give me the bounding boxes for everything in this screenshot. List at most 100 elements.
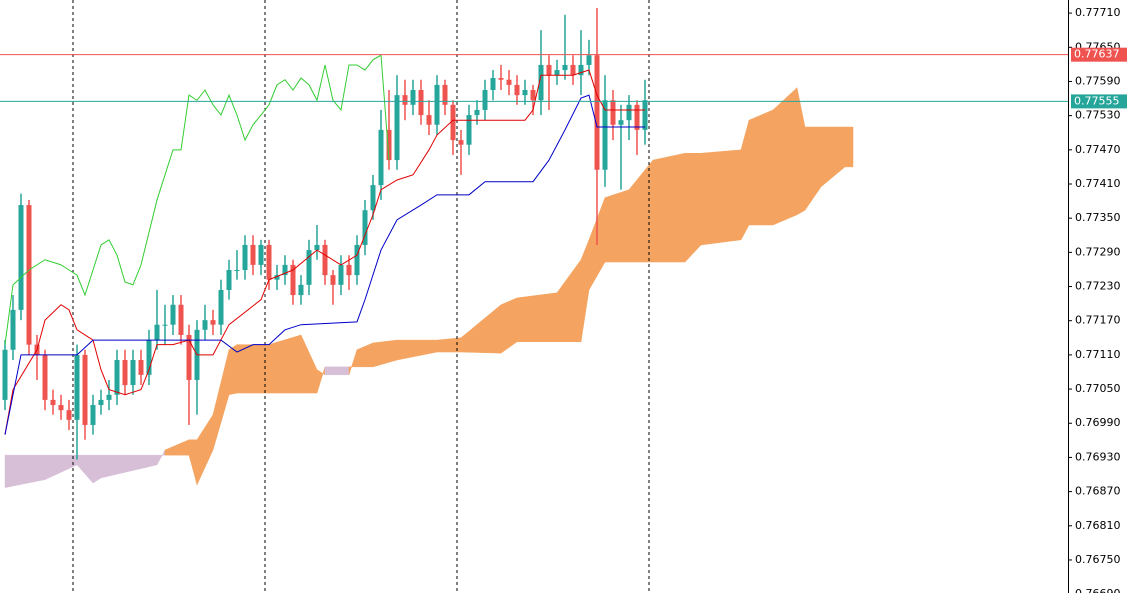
y-tick-label: 0.77170	[1075, 314, 1121, 327]
price-label: 0.77637	[1074, 48, 1120, 61]
candle-body	[634, 104, 640, 130]
candle-body	[290, 264, 296, 296]
candle-body	[642, 100, 648, 130]
cloud-segment	[324, 366, 350, 376]
cloud-segment	[76, 454, 94, 484]
candle-body	[498, 78, 504, 80]
y-tick-label: 0.77050	[1075, 382, 1121, 395]
candle-body	[234, 270, 240, 272]
y-tick-label: 0.76750	[1075, 553, 1121, 566]
cloud-segment	[348, 349, 358, 375]
price-label: 0.77555	[1074, 94, 1120, 107]
kijun-line	[4, 94, 645, 435]
candle-body	[578, 64, 584, 76]
y-tick-label: 0.76930	[1075, 450, 1121, 463]
candle-body	[618, 120, 624, 125]
cloud-segment	[188, 439, 198, 485]
cloud-segment	[796, 87, 806, 216]
candle-body	[130, 360, 136, 386]
candle-body	[210, 320, 216, 325]
candle-body	[74, 354, 80, 420]
cloud-segment	[740, 120, 750, 240]
candle-body	[146, 340, 152, 375]
candle-body	[82, 354, 88, 425]
candle-body	[570, 64, 576, 76]
candle-body	[138, 360, 144, 375]
candle-body	[122, 360, 128, 386]
candle-body	[378, 129, 384, 186]
candle-body	[458, 140, 464, 145]
cloud-segment	[100, 454, 158, 479]
candle-body	[538, 64, 544, 101]
cloud-segment	[804, 126, 822, 212]
candle-body	[626, 104, 632, 121]
candle-body	[610, 100, 616, 125]
cloud-segment	[4, 454, 46, 488]
candle-body	[50, 399, 56, 406]
candle-body	[322, 244, 328, 276]
candle-body	[394, 95, 400, 161]
candle-body	[90, 405, 96, 425]
candle-body	[114, 360, 120, 395]
cloud-segment	[700, 149, 742, 246]
candle-body	[106, 394, 112, 400]
candle-body	[170, 304, 176, 325]
y-tick-label: 0.77230	[1075, 280, 1121, 293]
cloud-segment	[396, 339, 438, 361]
candle-body	[586, 55, 592, 65]
cloud-segment	[44, 454, 78, 481]
y-tick-label: 0.77590	[1075, 74, 1121, 87]
candle-body	[298, 284, 304, 296]
y-tick-label: 0.77110	[1075, 348, 1121, 361]
candle-body	[346, 264, 352, 276]
candle-body	[410, 90, 416, 105]
tenkan-line	[4, 69, 645, 435]
candle-body	[58, 405, 64, 411]
candle-body	[522, 90, 528, 96]
candle-body	[266, 244, 272, 280]
candle-body	[370, 185, 376, 211]
price-axis-bg	[1068, 0, 1128, 593]
cloud-segment	[844, 126, 854, 168]
candle-body	[546, 64, 552, 76]
cloud-segment	[156, 449, 166, 465]
cloud-segment	[268, 334, 302, 394]
cloud-segment	[748, 109, 774, 226]
candle-body	[450, 104, 456, 141]
y-tick-label: 0.77350	[1075, 211, 1121, 224]
candle-body	[602, 100, 608, 170]
cloud-segment	[460, 304, 502, 354]
cloud-segment	[516, 292, 558, 343]
candle-body	[26, 205, 32, 345]
cloud-segment	[372, 339, 398, 368]
cloud-segment	[820, 126, 846, 188]
candle-body	[442, 84, 448, 105]
candle-body	[490, 78, 496, 91]
y-tick-label: 0.76810	[1075, 519, 1121, 532]
cloud-segment	[316, 366, 326, 394]
candle-body	[10, 309, 16, 350]
cloud-segment	[164, 439, 190, 456]
y-tick-label: 0.76870	[1075, 485, 1121, 498]
candle-body	[562, 64, 568, 71]
candle-body	[178, 304, 184, 335]
y-tick-label: 0.77530	[1075, 109, 1121, 122]
candle-body	[258, 244, 264, 265]
candle-body	[242, 244, 248, 271]
candle-body	[218, 289, 224, 325]
candle-body	[434, 84, 440, 125]
candle-body	[386, 129, 392, 161]
candle-body	[282, 264, 288, 276]
candle-body	[506, 79, 512, 85]
cloud-segment	[228, 344, 238, 396]
cloud-segment	[196, 413, 214, 485]
candle-body	[42, 354, 48, 400]
cloud-segment	[212, 349, 230, 451]
candle-body	[154, 324, 160, 341]
y-tick-label: 0.77410	[1075, 177, 1121, 190]
cloud-segment	[556, 258, 582, 343]
candle-body	[330, 275, 336, 285]
candle-body	[362, 210, 368, 245]
candle-body	[314, 244, 320, 251]
